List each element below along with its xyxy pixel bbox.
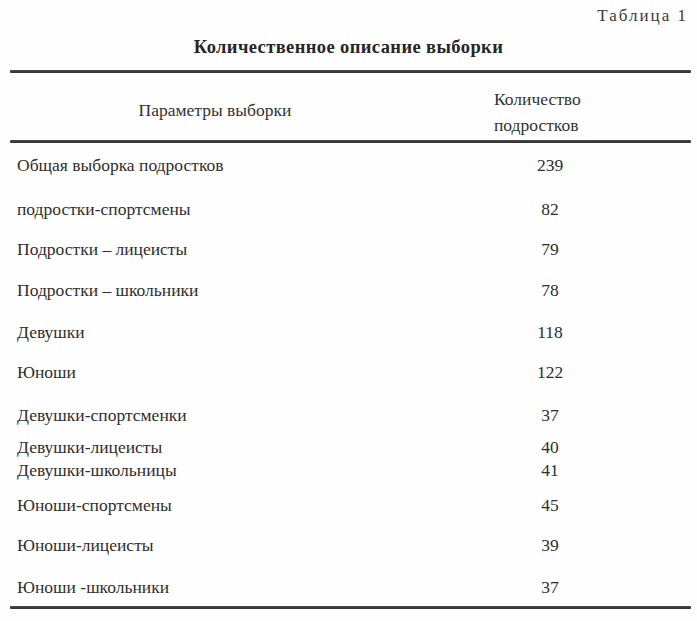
row-value: 79 bbox=[483, 238, 617, 260]
row-value: 45 bbox=[483, 494, 617, 516]
table-row: Девушки 118 bbox=[0, 321, 697, 343]
row-label: Девушки-спортсменки bbox=[17, 404, 187, 426]
table-number-caption: Таблица 1 bbox=[597, 6, 688, 26]
table-title: Количественное описание выборки bbox=[0, 37, 697, 58]
column-header-parameters: Параметры выборки bbox=[10, 100, 420, 121]
row-label: Юноши bbox=[17, 361, 76, 383]
table-row: подростки-спортсмены 82 bbox=[0, 198, 697, 220]
row-value: 82 bbox=[483, 198, 617, 220]
row-value: 40 bbox=[483, 436, 617, 458]
row-value: 239 bbox=[483, 154, 617, 176]
table-header-rule bbox=[10, 140, 691, 143]
row-value: 39 bbox=[483, 534, 617, 556]
row-label: подростки-спортсмены bbox=[17, 198, 191, 220]
row-value: 118 bbox=[483, 321, 617, 343]
row-label: Юноши -школьники bbox=[17, 576, 169, 598]
document-page: Таблица 1 Количественное описание выборк… bbox=[0, 0, 697, 621]
row-value: 122 bbox=[483, 361, 617, 383]
table-row: Девушки-лицеисты 40 bbox=[0, 436, 697, 458]
row-label: Девушки-школьницы bbox=[17, 459, 177, 481]
row-label: Девушки-лицеисты bbox=[17, 436, 162, 458]
row-label: Подростки – лицеисты bbox=[17, 238, 187, 260]
table-row: Подростки – школьники 78 bbox=[0, 279, 697, 301]
row-value: 37 bbox=[483, 404, 617, 426]
row-label: Девушки bbox=[17, 321, 85, 343]
row-label: Юноши-спортсмены bbox=[17, 494, 172, 516]
table-row: Девушки-школьницы 41 bbox=[0, 459, 697, 481]
table-row: Подростки – лицеисты 79 bbox=[0, 238, 697, 260]
row-value: 37 bbox=[483, 576, 617, 598]
row-value: 78 bbox=[483, 279, 617, 301]
table-row: Юноши -школьники 37 bbox=[0, 576, 697, 598]
row-value: 41 bbox=[483, 459, 617, 481]
column-header-count: Количество подростков bbox=[494, 86, 619, 138]
table-row: Юноши-лицеисты 39 bbox=[0, 534, 697, 556]
table-bottom-rule bbox=[10, 606, 691, 609]
row-label: Общая выборка подростков bbox=[17, 154, 224, 176]
table-top-rule bbox=[10, 70, 691, 73]
table-row: Девушки-спортсменки 37 bbox=[0, 404, 697, 426]
table-row: Общая выборка подростков 239 bbox=[0, 154, 697, 176]
row-label: Юноши-лицеисты bbox=[17, 534, 154, 556]
table-row: Юноши 122 bbox=[0, 361, 697, 383]
table-row: Юноши-спортсмены 45 bbox=[0, 494, 697, 516]
row-label: Подростки – школьники bbox=[17, 279, 198, 301]
